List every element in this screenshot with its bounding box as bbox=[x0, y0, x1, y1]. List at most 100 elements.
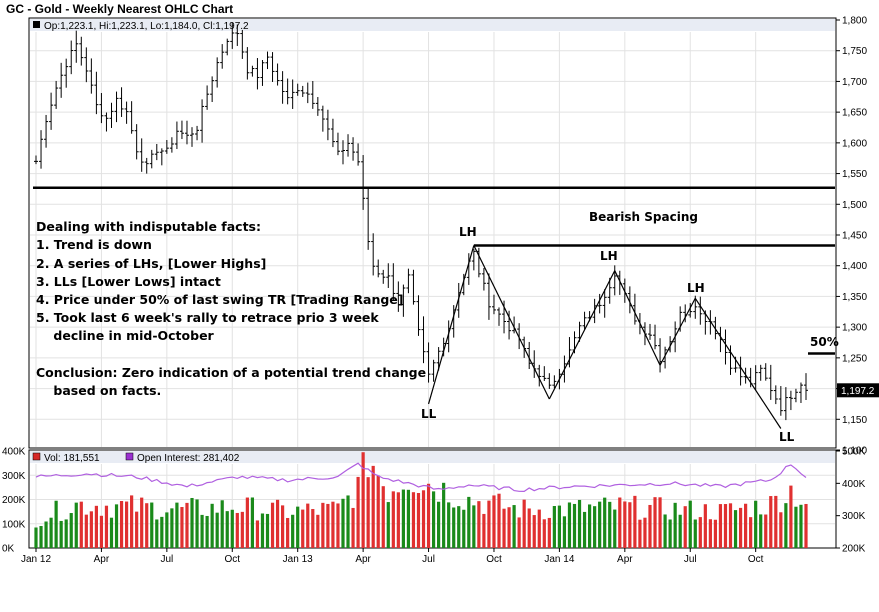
swing-line bbox=[548, 270, 616, 400]
volume-bar bbox=[754, 500, 758, 548]
volume-bar bbox=[74, 502, 78, 548]
price-tick-label: 1,450 bbox=[842, 231, 867, 242]
volume-bar bbox=[774, 495, 778, 548]
ohlc-bar bbox=[406, 268, 411, 294]
volume-bar bbox=[462, 509, 466, 548]
volume-bar bbox=[220, 500, 224, 548]
volume-tick-label: 300K bbox=[2, 471, 26, 482]
ohlc-bar bbox=[230, 22, 235, 49]
volume-bar bbox=[482, 513, 486, 548]
x-tick-label: Oct bbox=[224, 554, 240, 565]
volume-bar bbox=[648, 504, 652, 548]
ohlc-bar bbox=[200, 99, 205, 143]
last-price-tag bbox=[837, 383, 879, 398]
ohlc-bar bbox=[310, 81, 315, 109]
ohlc-bar bbox=[190, 127, 195, 147]
volume-legend-swatch bbox=[32, 452, 41, 461]
ohlc-bar bbox=[184, 120, 189, 145]
ohlc-bar bbox=[778, 386, 783, 416]
volume-bar bbox=[396, 492, 400, 548]
ohlc-bar bbox=[154, 143, 159, 161]
ohlc-bar bbox=[64, 58, 69, 88]
price-legend-bar bbox=[30, 19, 835, 31]
ohlc-bar bbox=[416, 295, 421, 336]
volume-bar bbox=[255, 520, 260, 548]
ohlc-bar bbox=[265, 51, 270, 70]
ohlc-bar bbox=[693, 295, 698, 319]
volume-bar bbox=[301, 509, 305, 548]
ohlc-bar bbox=[698, 296, 703, 325]
volume-bar bbox=[185, 502, 189, 548]
volume-bar bbox=[296, 506, 300, 548]
volume-bar bbox=[44, 521, 48, 548]
volume-bar bbox=[593, 506, 597, 548]
ohlc-bar bbox=[793, 388, 798, 403]
ohlc-bar bbox=[421, 316, 426, 364]
volume-bar bbox=[109, 517, 114, 548]
volume-bar bbox=[633, 495, 637, 548]
ohlc-bar bbox=[497, 307, 502, 326]
volume-bar bbox=[628, 502, 632, 548]
ohlc-bar bbox=[411, 269, 416, 305]
swing-line bbox=[659, 297, 696, 366]
oi-tick-label: 300K bbox=[842, 511, 866, 522]
ohlc-bar bbox=[210, 76, 215, 102]
volume-bar bbox=[275, 499, 280, 548]
volume-bar bbox=[452, 507, 456, 548]
ohlc-bar bbox=[69, 40, 74, 75]
volume-bar bbox=[431, 491, 436, 548]
price-grid bbox=[30, 32, 835, 447]
ohlc-bar bbox=[34, 155, 38, 165]
ohlc-bar bbox=[356, 143, 361, 166]
volume-bar bbox=[59, 520, 63, 548]
volume-bar bbox=[54, 500, 58, 548]
volume-bar bbox=[170, 508, 174, 548]
volume-bar bbox=[165, 512, 169, 548]
volume-bar bbox=[180, 507, 184, 548]
volume-bar bbox=[472, 505, 476, 548]
volume-bar bbox=[34, 527, 38, 548]
volume-bar bbox=[150, 502, 154, 548]
volume-bar bbox=[160, 516, 164, 548]
volume-bar bbox=[799, 504, 803, 548]
ohlc-bar bbox=[104, 112, 109, 132]
ohlc-bar bbox=[346, 134, 351, 157]
volume-bar bbox=[99, 515, 104, 548]
volume-bar bbox=[718, 504, 723, 548]
volume-bar bbox=[130, 495, 134, 548]
ohlc-bar bbox=[361, 155, 366, 210]
ohlc-bar bbox=[783, 387, 788, 421]
volume-bar bbox=[437, 501, 441, 548]
volume-bar bbox=[572, 503, 577, 548]
ohlc-bar bbox=[79, 36, 84, 66]
x-tick-label: Jul bbox=[684, 554, 697, 565]
price-panel bbox=[28, 17, 837, 449]
volume-bar bbox=[230, 509, 234, 548]
ohlc-bar bbox=[471, 248, 476, 271]
ohlc-bar bbox=[245, 47, 250, 80]
ohlc-bar bbox=[486, 273, 491, 320]
volume-bar bbox=[270, 502, 275, 548]
ohlc-bar bbox=[768, 364, 773, 400]
ohlc-bar bbox=[240, 29, 245, 59]
ohlc-bar bbox=[139, 138, 144, 172]
ohlc-bar bbox=[542, 366, 547, 381]
volume-bar bbox=[598, 501, 602, 548]
ohlc-bar bbox=[179, 120, 184, 140]
volume-bar bbox=[507, 507, 511, 548]
ohlc-bar bbox=[124, 101, 129, 124]
price-tick-label: 1,550 bbox=[842, 169, 867, 180]
ohlc-bar bbox=[381, 269, 386, 284]
ohlc-bar bbox=[195, 125, 200, 141]
ohlc-bar bbox=[109, 102, 114, 128]
volume-bar bbox=[467, 496, 471, 548]
volume-bar bbox=[522, 499, 526, 548]
ohlc-bar bbox=[552, 375, 557, 389]
volume-bar bbox=[215, 512, 219, 548]
ohlc-bar bbox=[315, 97, 320, 116]
volume-bar bbox=[733, 510, 738, 548]
volume-bar bbox=[442, 482, 446, 548]
volume-bar bbox=[316, 514, 320, 548]
note-line: Conclusion: Zero indication of a potenti… bbox=[36, 365, 426, 380]
